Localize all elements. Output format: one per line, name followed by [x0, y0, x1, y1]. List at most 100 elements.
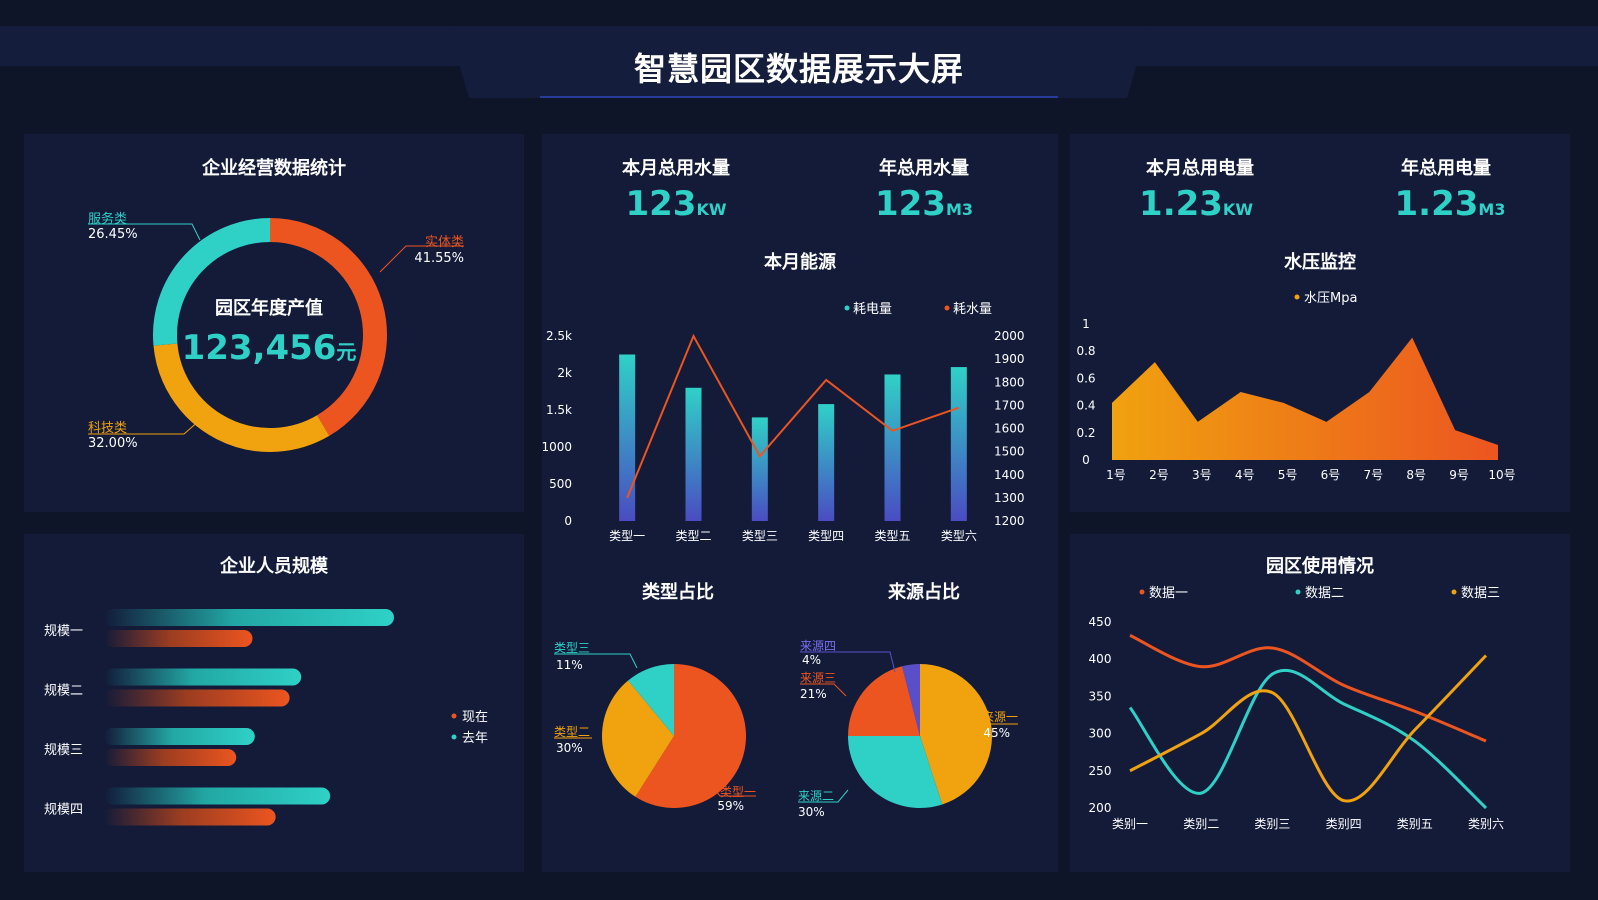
donut-slice-3 — [153, 218, 271, 346]
power-month-unit: KW — [1222, 200, 1253, 219]
usage-title: 园区使用情况 — [1266, 556, 1374, 577]
staff-bar-now — [104, 689, 290, 707]
staff-bar-now — [104, 630, 253, 647]
legend-label-entity: 实体类 — [425, 235, 464, 250]
pressure-y-tick: 0.8 — [1076, 344, 1095, 358]
power-year-unit: M3 — [1478, 200, 1506, 219]
pct-type-two: 30% — [556, 741, 583, 755]
staff-category-label: 规模四 — [44, 803, 83, 818]
staff-category-label: 规模三 — [44, 743, 83, 758]
legend-label-data-two: 数据二 — [1305, 586, 1344, 601]
leader-source-four — [800, 651, 896, 673]
energy-bar — [950, 367, 967, 521]
leader-line-service — [88, 223, 201, 241]
energy-left-tick: 1000 — [542, 440, 572, 454]
power-month-label: 本月总用电量 — [1146, 158, 1254, 179]
legend-pct-entity: 41.55% — [414, 251, 464, 266]
energy-right-tick: 1700 — [994, 398, 1025, 412]
pct-source-three: 21% — [800, 687, 827, 701]
energy-right-tick: 1400 — [994, 468, 1025, 482]
pressure-y-tick: 0 — [1082, 453, 1090, 467]
energy-left-tick: 500 — [549, 477, 572, 491]
donut-center-unit: 元 — [336, 340, 357, 364]
water-month-value: 123 — [625, 184, 697, 224]
legend-dot-last-year — [451, 734, 457, 740]
pressure-category-label: 9号 — [1449, 468, 1469, 482]
pct-type-three: 11% — [556, 658, 583, 672]
staff-bar-now — [104, 808, 276, 826]
legend-pct-tech: 32.00% — [88, 436, 138, 451]
leader-type-three — [554, 653, 638, 669]
type-pie-slice-2 — [602, 680, 674, 797]
pressure-area — [1112, 337, 1498, 460]
staff-bar-now — [104, 749, 237, 766]
pressure-category-label: 8号 — [1406, 468, 1426, 482]
energy-category-label: 类型三 — [742, 529, 778, 543]
pressure-category-label: 5号 — [1278, 468, 1298, 482]
power-month-value-wrap: 1.23KW — [1096, 184, 1296, 224]
pressure-y-tick: 0.2 — [1076, 426, 1095, 440]
energy-water-line — [626, 333, 960, 499]
label-source-four: 来源四 — [800, 639, 836, 653]
legend-label-water: 耗水量 — [953, 302, 992, 317]
legend-dot-power — [844, 305, 850, 311]
usage-y-tick: 350 — [1089, 689, 1112, 703]
staff-bar-last-year — [104, 787, 331, 805]
legend-label-data-three: 数据三 — [1461, 586, 1500, 601]
legend-dot-data-one — [1139, 589, 1145, 595]
energy-category-label: 类型二 — [675, 529, 711, 543]
energy-bar — [751, 417, 768, 521]
staff-category-label: 规模二 — [44, 684, 83, 699]
pressure-category-label: 1号 — [1106, 468, 1126, 482]
energy-category-label: 类型六 — [941, 529, 977, 543]
donut-slice-1 — [269, 218, 387, 436]
energy-right-tick: 1200 — [994, 514, 1025, 528]
pct-source-four: 4% — [802, 653, 821, 667]
energy-right-tick: 1600 — [994, 422, 1025, 436]
pressure-area-chart: 水压Mpa 0 0.2 0.4 0.6 0.8 1 1号 2号 3号 4号 5号 6号 7号 8号 9号 1… — [1076, 291, 1515, 482]
water-year-unit: M3 — [945, 200, 974, 219]
pressure-y-tick: 1 — [1082, 317, 1090, 331]
usage-category-label: 类别六 — [1468, 817, 1504, 831]
label-type-three: 类型三 — [554, 641, 590, 655]
energy-right-tick: 1800 — [994, 375, 1025, 389]
type-pie-slice-3 — [628, 664, 674, 736]
energy-bar — [619, 354, 636, 521]
power-year-label: 年总用电量 — [1401, 158, 1491, 179]
staff-category-label: 规模一 — [44, 624, 83, 639]
label-source-two: 来源二 — [798, 789, 834, 803]
legend-label-data-one: 数据一 — [1149, 586, 1188, 601]
usage-category-label: 类别一 — [1112, 817, 1148, 831]
donut-slice-2 — [153, 343, 330, 452]
water-year-value: 123 — [874, 184, 946, 224]
energy-title: 本月能源 — [764, 252, 836, 273]
usage-y-tick: 300 — [1089, 727, 1112, 741]
energy-bar — [818, 404, 835, 521]
energy-right-tick: 1300 — [994, 491, 1025, 505]
water-year-value-wrap: 123M3 — [824, 184, 1024, 224]
header-underline — [540, 96, 1058, 98]
legend-pct-service: 26.45% — [88, 227, 138, 242]
energy-left-tick: 2k — [557, 366, 572, 380]
label-type-two: 类型二 — [554, 725, 590, 739]
usage-category-label: 类别五 — [1397, 817, 1433, 831]
energy-category-label: 类型一 — [609, 529, 645, 543]
usage-panel: 园区使用情况 数据一 数据二 数据三 200 250 300 350 400 450 类别… — [1070, 534, 1570, 872]
usage-category-label: 类别四 — [1326, 817, 1362, 831]
source-pie-slice-2 — [848, 736, 943, 808]
energy-right-tick: 1900 — [994, 352, 1025, 366]
energy-category-label: 类型四 — [808, 529, 844, 543]
pressure-y-tick: 0.6 — [1076, 371, 1095, 385]
pressure-y-tick: 0.4 — [1076, 399, 1095, 413]
leader-type-one — [709, 783, 756, 797]
usage-line-1 — [1129, 634, 1487, 743]
pressure-category-label: 4号 — [1235, 468, 1255, 482]
legend-dot-water — [944, 305, 950, 311]
staff-bar-last-year — [104, 728, 255, 745]
energy-left-tick: 1.5k — [546, 403, 572, 417]
legend-label-pressure: 水压Mpa — [1304, 291, 1357, 306]
source-share-title: 来源占比 — [888, 582, 960, 603]
